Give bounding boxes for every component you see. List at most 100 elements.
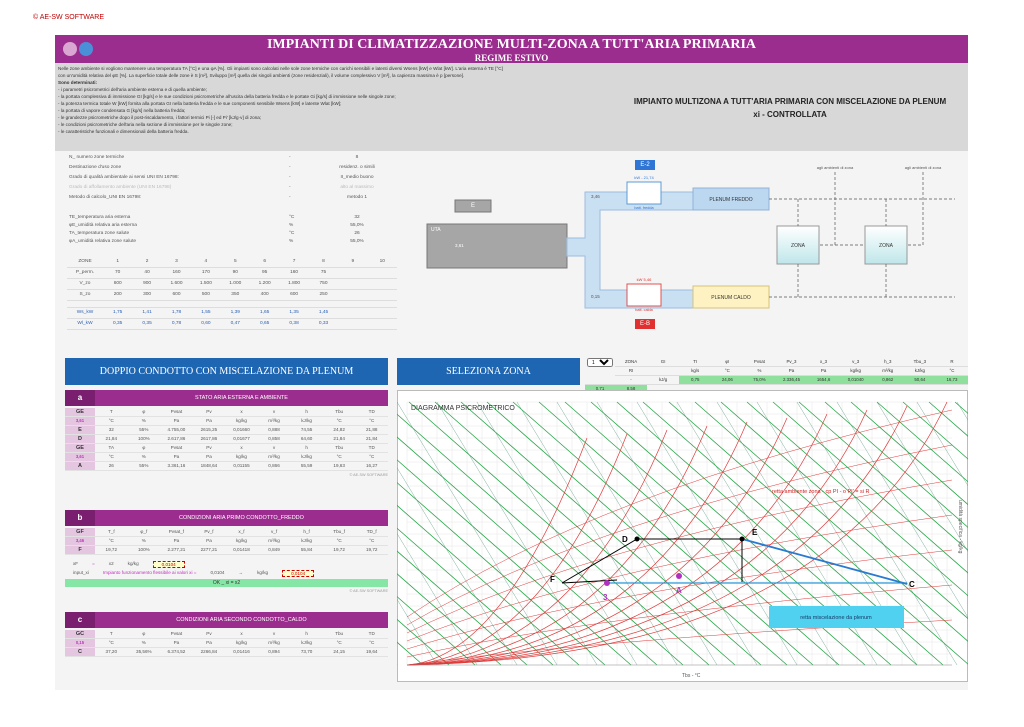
subtitle: REGIME ESTIVO — [474, 53, 549, 63]
section-header: a STATO ARIA ESTERNA E AMBIENTE — [65, 390, 388, 406]
cell: kJ/kg — [290, 639, 323, 648]
mix-line-box — [769, 606, 904, 628]
cell: 21,84 — [95, 435, 128, 444]
cell: 100% — [127, 546, 161, 555]
cell: 1.500 — [191, 279, 221, 290]
cell: 170 — [191, 268, 221, 279]
enthalpy-line — [397, 550, 528, 666]
cell: Grado di qualità ambientale ai sensi UNI… — [69, 175, 179, 180]
cell: 2266,84 — [192, 648, 226, 657]
mix-cell: → — [238, 570, 244, 575]
point-e — [739, 536, 745, 542]
section-letter: a — [65, 390, 95, 406]
cell: 16,27 — [355, 462, 388, 471]
header-cell: φI — [711, 358, 744, 367]
cell: metodo 1 — [346, 195, 367, 200]
uta-label: UTA — [431, 227, 441, 233]
mix-row: xF = x2 kg/kg 0,0104 — [65, 561, 388, 568]
cell: 2.277,21 — [160, 546, 193, 555]
cell: Pv — [192, 444, 226, 453]
cell: T — [95, 630, 128, 639]
point-d — [634, 536, 640, 542]
spacer — [249, 301, 280, 308]
section-table: GF T_f φ_f Pvsat_f Pv_f x_f v_f h_f Tbu_f TD_f 3,4… — [65, 528, 388, 555]
cell: TD — [355, 408, 388, 417]
cell: m³/kg — [257, 537, 291, 546]
x-axis-title: Tbs - °C — [682, 673, 701, 679]
cell: GE — [65, 408, 95, 417]
cell: 5 — [220, 257, 250, 268]
description-line: - le caratteristiche funzionali e dimens… — [58, 129, 189, 134]
humidity-curve — [406, 409, 953, 618]
cell: m³/kg — [257, 417, 291, 426]
humidity-curve — [406, 433, 628, 666]
cell: 750 — [308, 279, 339, 290]
cell: 0,888 — [257, 426, 291, 435]
spacer — [161, 301, 192, 308]
section-header: b CONDIZIONI ARIA PRIMO CONDOTTO_FREDDO — [65, 510, 388, 526]
header-cell: h_3 — [871, 358, 904, 367]
cell: 1848,64 — [192, 462, 226, 471]
cell: Pa — [160, 417, 193, 426]
unit-cell: m³/kg — [871, 367, 904, 376]
point-label: E — [752, 528, 758, 537]
cell: 2277,21 — [192, 546, 226, 555]
cell: Metodo di calcolo_UNI EN 16798: — [69, 195, 142, 200]
humidity-curve — [406, 444, 953, 626]
cell: % — [127, 639, 161, 648]
cell: 300 — [132, 290, 162, 301]
plant-diagram: E UTA 3,61 E-2 kW - 21,74 batt. fredda 3… — [426, 160, 955, 329]
cell: 2615,25 — [192, 426, 226, 435]
spacer — [338, 301, 368, 308]
cell: φ — [127, 444, 161, 453]
cell: Pv — [192, 630, 226, 639]
cell: 2 — [132, 257, 162, 268]
cell: TD_f — [355, 528, 388, 537]
cell: Pvsat — [160, 630, 193, 639]
enthalpy-line — [694, 401, 968, 642]
cell: °C — [355, 537, 388, 546]
cell: C — [65, 648, 95, 657]
humidity-curve — [406, 429, 668, 666]
section-c: c CONDIZIONI ARIA SECONDO CONDOTTO_CALDO G… — [65, 612, 388, 657]
cell: 1.200 — [249, 279, 280, 290]
description-line: - la portata complessiva di immissione G… — [58, 94, 396, 99]
header-cell: RI — [615, 367, 648, 376]
humidity-curve — [406, 409, 868, 666]
description-line: con un'umidità relativa del φE [%]. La s… — [58, 73, 465, 78]
cell: Pv_f — [192, 528, 226, 537]
cell: °C — [95, 639, 128, 648]
cell: T — [95, 408, 128, 417]
value-cell: 0,862 — [871, 376, 904, 385]
enthalpy-line — [720, 401, 968, 620]
cell: φ — [127, 630, 161, 639]
cell: - — [289, 155, 291, 160]
cell: % — [289, 223, 294, 228]
description-line: - la portata di vapore condensata G [kg/… — [58, 108, 186, 113]
zone-select[interactable]: 1 — [587, 358, 613, 367]
cell: φE_umidità relativa aria esterna — [69, 223, 137, 228]
humidity-curve — [406, 514, 953, 642]
cell: 0,01660 — [225, 426, 258, 435]
cell: 95 — [249, 268, 280, 279]
cell: v — [257, 630, 291, 639]
mix-line — [741, 538, 908, 585]
zone-label: ZONA — [615, 358, 648, 367]
cell: °C — [322, 453, 356, 462]
cell: 4 — [191, 257, 221, 268]
point-label: A — [676, 586, 682, 595]
unit-cell: kJ/g — [647, 376, 680, 385]
cell: °C — [289, 215, 295, 220]
cell: 0,60 — [191, 319, 221, 330]
header-cell: x_3 — [807, 358, 840, 367]
point-label: F — [550, 575, 555, 584]
cell: kg/kg — [225, 453, 258, 462]
humidity-curve — [406, 421, 748, 666]
unit-cell: kJ/kg — [903, 367, 936, 376]
cell: 19,64 — [355, 648, 388, 657]
section-letter: c — [65, 612, 95, 628]
cell: ZONE — [67, 257, 103, 268]
cell: N_ numero zone termiche — [69, 155, 125, 160]
cell: F — [65, 546, 95, 555]
